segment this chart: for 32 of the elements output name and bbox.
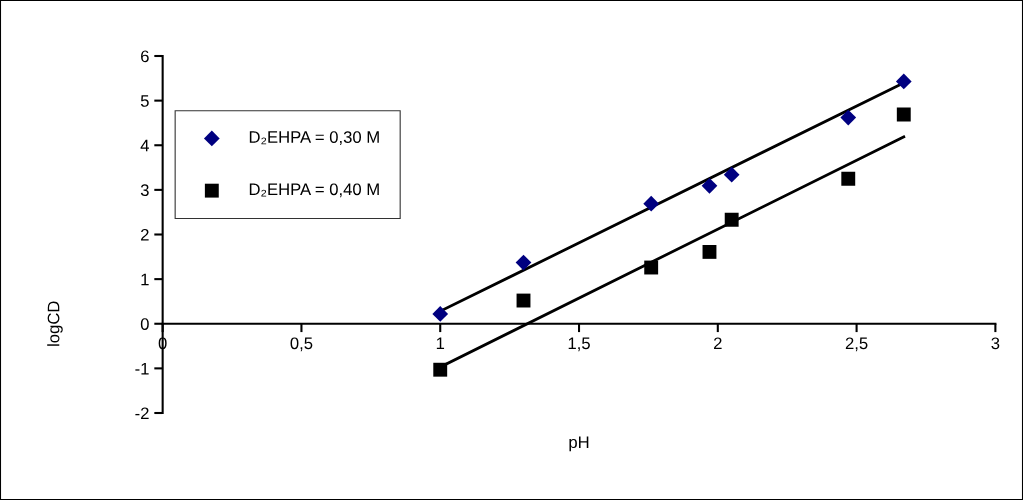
y-tick-label: -1 bbox=[135, 362, 149, 375]
point bbox=[643, 195, 660, 212]
y-tick-label: 1 bbox=[141, 273, 149, 286]
point bbox=[515, 254, 532, 271]
y-tick-label: -2 bbox=[135, 407, 149, 420]
point bbox=[723, 166, 740, 183]
y-tick-label: 5 bbox=[140, 95, 149, 107]
point bbox=[896, 107, 911, 122]
point bbox=[702, 244, 717, 259]
x-tick-label: 1 bbox=[436, 337, 445, 350]
y-tick-label: 6 bbox=[141, 50, 149, 63]
point bbox=[701, 178, 718, 194]
y-tick-label: 4 bbox=[140, 139, 149, 152]
point bbox=[433, 362, 448, 377]
legend-label: D₂EHPA = 0,30 M bbox=[249, 131, 379, 145]
y-tick-label: 0 bbox=[140, 318, 149, 330]
point bbox=[724, 212, 739, 227]
y-axis-title: logCD bbox=[47, 301, 63, 346]
x-axis-title: pH bbox=[569, 436, 589, 452]
x-tick-label: 3 bbox=[991, 337, 1000, 350]
point bbox=[895, 73, 912, 90]
y-tick-label: 2 bbox=[141, 228, 149, 241]
x-tick-label: 2 bbox=[714, 337, 722, 350]
legend-label: D₂EHPA = 0,40 M bbox=[249, 183, 379, 198]
point bbox=[840, 109, 857, 126]
point bbox=[432, 306, 449, 322]
y-tick-label: 3 bbox=[140, 184, 149, 197]
point bbox=[644, 260, 659, 275]
x-tick-label: 0,5 bbox=[290, 337, 313, 352]
x-tick-label: 2,5 bbox=[845, 337, 868, 352]
point bbox=[841, 171, 856, 186]
x-tick-label: 1,5 bbox=[568, 337, 590, 352]
